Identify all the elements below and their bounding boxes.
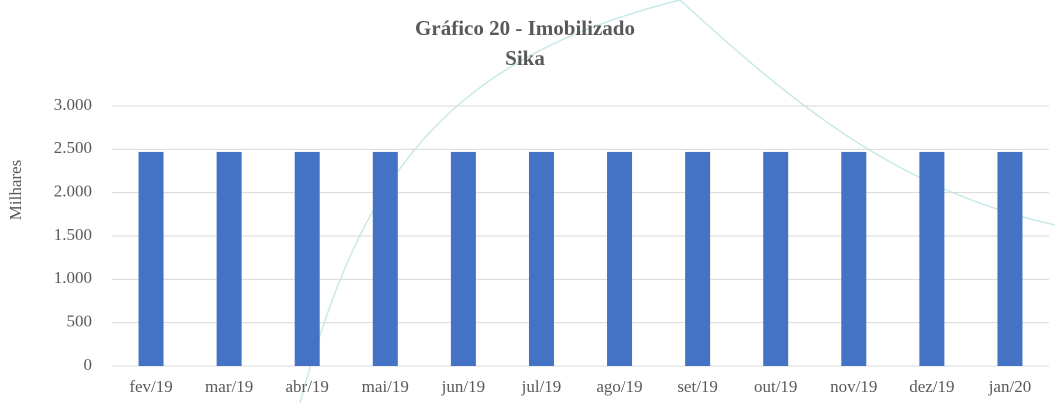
bar bbox=[138, 151, 164, 366]
x-tick-label: jan/20 bbox=[988, 377, 1032, 396]
y-tick-label: 500 bbox=[67, 312, 93, 331]
decorative-curve bbox=[679, 0, 1055, 226]
bar bbox=[294, 151, 320, 366]
x-tick-label: dez/19 bbox=[909, 377, 954, 396]
x-tick-label: mar/19 bbox=[205, 377, 253, 396]
chart-title: Gráfico 20 - Imobilizado bbox=[415, 16, 635, 40]
bar bbox=[997, 151, 1023, 366]
bar bbox=[607, 151, 633, 366]
y-tick-label: 3.000 bbox=[54, 95, 92, 114]
x-tick-label: jul/19 bbox=[521, 377, 562, 396]
x-tick-label: out/19 bbox=[754, 377, 797, 396]
bar bbox=[919, 151, 945, 366]
x-tick-label: set/19 bbox=[677, 377, 718, 396]
bar bbox=[216, 151, 242, 366]
decorative-curve bbox=[299, 0, 681, 403]
bar bbox=[528, 151, 554, 366]
y-tick-label: 1.500 bbox=[54, 225, 92, 244]
x-tick-label: fev/19 bbox=[129, 377, 172, 396]
y-tick-label: 2.000 bbox=[54, 182, 92, 201]
y-tick-label: 2.500 bbox=[54, 138, 92, 157]
y-tick-label: 0 bbox=[84, 355, 93, 374]
x-tick-label: mai/19 bbox=[362, 377, 409, 396]
bar bbox=[763, 151, 789, 366]
bar bbox=[372, 151, 398, 366]
bar bbox=[685, 151, 711, 366]
x-tick-label: jun/19 bbox=[441, 377, 485, 396]
bar bbox=[841, 151, 867, 366]
y-tick-label: 1.000 bbox=[54, 268, 92, 287]
x-tick-label: abr/19 bbox=[285, 377, 328, 396]
x-tick-label: ago/19 bbox=[596, 377, 642, 396]
y-axis-label: Milhares bbox=[6, 160, 25, 220]
chart-subtitle: Sika bbox=[505, 46, 545, 70]
x-tick-label: nov/19 bbox=[830, 377, 877, 396]
bar bbox=[450, 151, 476, 366]
